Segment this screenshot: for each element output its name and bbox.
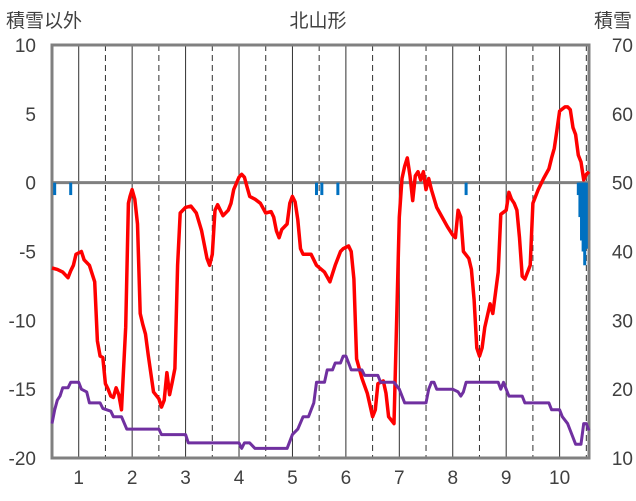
y-left-tick: -20 (9, 449, 36, 470)
x-tick: 10 (549, 468, 570, 489)
snow-bar (584, 182, 588, 249)
x-tick: 2 (127, 468, 138, 489)
left-axis-title: 積雪以外 (6, 11, 83, 32)
x-tick: 6 (341, 468, 352, 489)
snow-bar (581, 182, 585, 252)
x-tick: 1 (73, 468, 84, 489)
plot-border (50, 43, 591, 460)
snow-bar (53, 182, 57, 196)
y-right-tick: 60 (612, 105, 633, 126)
y-right-tick: 20 (612, 380, 633, 401)
x-tick: 3 (180, 468, 191, 489)
y-right-tick: 10 (612, 449, 633, 470)
y-left-tick: 10 (15, 36, 36, 57)
x-tick: 9 (501, 468, 512, 489)
series-line-1 (51, 105, 591, 426)
snow-bar (583, 182, 587, 266)
snow-bar (336, 182, 340, 196)
x-tick: 8 (447, 468, 458, 489)
snow-bar (576, 182, 580, 196)
series-line-2 (50, 354, 591, 450)
y-left-tick: -5 (19, 243, 36, 264)
snow-bar (578, 182, 582, 218)
y-left-tick: 5 (25, 105, 36, 126)
y-left-tick: -10 (9, 311, 36, 332)
x-tick: 5 (287, 468, 298, 489)
snow-bar (464, 182, 468, 196)
y-right-tick: 70 (612, 36, 633, 57)
y-right-tick: 30 (612, 311, 633, 332)
snow-bar (580, 182, 584, 241)
chart-title: 北山形 (289, 11, 347, 32)
y-right-tick: 40 (612, 243, 633, 264)
y-left-tick: -15 (9, 380, 36, 401)
right-axis-title: 積雪 (593, 11, 632, 32)
snow-bar (320, 182, 324, 196)
x-tick: 4 (234, 468, 245, 489)
snow-bar (314, 182, 318, 196)
y-right-tick: 50 (612, 174, 633, 195)
x-tick: 7 (394, 468, 405, 489)
snow-bar (69, 182, 73, 196)
y-left-tick: 0 (25, 174, 36, 195)
